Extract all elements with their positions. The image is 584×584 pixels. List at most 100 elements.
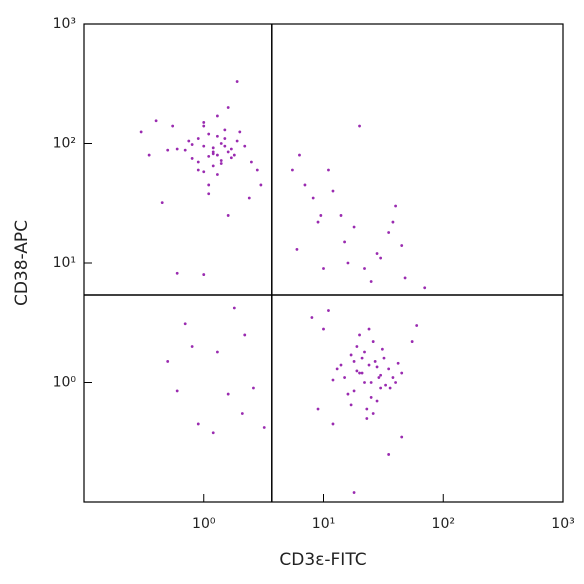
point xyxy=(375,365,379,369)
point xyxy=(207,132,211,136)
point xyxy=(343,376,346,379)
point xyxy=(219,159,223,162)
point xyxy=(349,403,353,407)
point xyxy=(319,214,323,217)
point xyxy=(291,168,294,172)
point xyxy=(322,267,325,270)
point xyxy=(352,389,356,393)
point xyxy=(423,286,427,290)
point xyxy=(375,252,379,255)
point xyxy=(175,147,179,151)
x-tick-label: 10³ xyxy=(551,516,574,532)
point xyxy=(219,142,223,145)
point xyxy=(207,183,211,187)
point xyxy=(367,363,371,367)
point xyxy=(331,422,335,426)
point xyxy=(410,340,414,343)
point xyxy=(250,160,253,164)
point xyxy=(396,361,400,365)
point xyxy=(310,316,314,319)
y-tick-label: 10³ xyxy=(53,16,76,32)
point xyxy=(394,204,397,208)
point xyxy=(226,150,230,154)
point xyxy=(232,153,236,157)
point xyxy=(371,412,375,415)
point xyxy=(219,162,223,165)
point xyxy=(379,386,383,390)
point xyxy=(373,360,377,363)
point xyxy=(196,137,200,140)
point xyxy=(238,130,242,134)
point xyxy=(380,347,384,351)
point xyxy=(415,324,419,327)
point xyxy=(363,381,366,384)
point xyxy=(202,144,206,148)
point xyxy=(243,144,247,148)
point xyxy=(352,491,356,494)
point xyxy=(388,386,392,390)
point xyxy=(190,157,194,160)
point xyxy=(226,106,230,109)
point xyxy=(369,280,373,283)
point xyxy=(207,154,211,158)
point xyxy=(400,244,404,247)
point xyxy=(207,192,211,196)
point xyxy=(190,143,194,146)
point xyxy=(375,399,379,403)
point xyxy=(196,422,200,426)
point xyxy=(166,360,170,363)
point xyxy=(349,353,353,357)
point xyxy=(316,220,320,224)
point xyxy=(298,153,301,157)
point xyxy=(211,431,215,435)
point xyxy=(339,363,343,367)
point xyxy=(358,371,361,375)
point xyxy=(215,350,219,354)
point xyxy=(196,160,200,164)
point xyxy=(235,139,239,143)
point xyxy=(391,220,395,224)
point xyxy=(355,369,359,373)
point xyxy=(363,267,366,270)
point xyxy=(183,148,187,152)
point xyxy=(322,327,325,331)
point xyxy=(154,119,158,123)
point xyxy=(352,360,356,363)
point xyxy=(394,381,397,384)
point xyxy=(226,392,230,396)
point xyxy=(403,276,407,280)
point xyxy=(262,426,266,429)
y-tick-label: 10⁰ xyxy=(53,375,77,391)
point xyxy=(384,383,387,387)
point xyxy=(358,333,361,337)
point xyxy=(365,407,369,411)
point xyxy=(352,225,356,229)
point xyxy=(391,376,395,379)
point xyxy=(387,367,391,371)
point xyxy=(147,153,151,157)
point xyxy=(223,144,227,148)
point xyxy=(202,273,206,276)
y-tick-label: 10¹ xyxy=(53,255,76,271)
point xyxy=(331,189,335,193)
point xyxy=(183,322,187,326)
point xyxy=(187,139,191,143)
point xyxy=(316,407,320,411)
point xyxy=(360,371,364,375)
point xyxy=(202,170,206,174)
point xyxy=(139,130,143,134)
point xyxy=(331,378,335,382)
point xyxy=(232,306,236,310)
point xyxy=(387,453,391,456)
point xyxy=(379,373,383,377)
point xyxy=(327,309,330,312)
point xyxy=(175,389,179,393)
point xyxy=(175,271,179,275)
point xyxy=(367,327,371,331)
point xyxy=(360,356,364,360)
point xyxy=(226,214,230,217)
point xyxy=(346,261,350,265)
point xyxy=(215,153,219,157)
